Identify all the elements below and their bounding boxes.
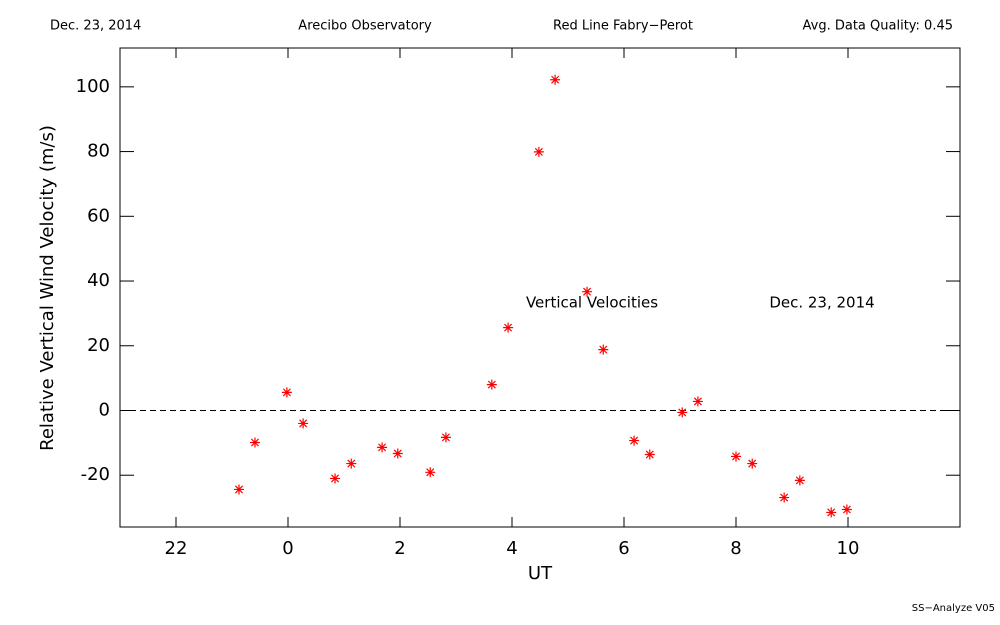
- point: [533, 146, 544, 157]
- point: [747, 458, 758, 469]
- x-tick-label: 8: [730, 538, 741, 559]
- header-instrument: Red Line Fabry−Perot: [553, 19, 693, 34]
- point: [644, 449, 655, 460]
- point: [826, 507, 837, 518]
- y-tick-label: 100: [76, 76, 110, 97]
- point: [677, 407, 688, 418]
- point: [440, 432, 451, 443]
- x-tick-label: 4: [506, 538, 517, 559]
- y-tick-label: 60: [87, 205, 110, 226]
- point: [234, 484, 244, 495]
- point: [346, 458, 357, 469]
- point: [731, 451, 741, 462]
- point: [503, 322, 514, 333]
- y-tick-label: -20: [81, 464, 110, 485]
- footer: SS−Analyze V05: [912, 603, 995, 614]
- annotation: Dec. 23, 2014: [769, 294, 874, 312]
- point: [779, 492, 790, 503]
- x-tick-label: 0: [282, 538, 293, 559]
- point: [249, 437, 260, 448]
- point: [330, 473, 341, 484]
- point: [794, 475, 805, 486]
- point: [377, 442, 388, 453]
- y-tick-label: 80: [87, 141, 110, 162]
- point: [692, 396, 703, 407]
- y-tick-label: 0: [99, 399, 110, 420]
- point: [281, 387, 292, 398]
- point: [598, 344, 609, 355]
- annotation: Vertical Velocities: [526, 294, 658, 312]
- x-tick-label: 22: [165, 538, 188, 559]
- x-tick-label: 2: [394, 538, 405, 559]
- point: [629, 435, 640, 446]
- point: [550, 74, 561, 85]
- header-date: Dec. 23, 2014: [50, 19, 141, 34]
- point: [582, 286, 593, 297]
- header-quality: Avg. Data Quality: 0.45: [803, 19, 953, 34]
- point: [298, 418, 309, 429]
- x-tick-label: 6: [618, 538, 629, 559]
- x-tick-label: 10: [837, 538, 860, 559]
- point: [486, 379, 497, 390]
- point: [841, 504, 852, 515]
- plot-frame: [119, 47, 961, 528]
- x-axis-label: UT: [528, 563, 553, 584]
- y-tick-label: 20: [87, 335, 110, 356]
- point: [425, 467, 436, 478]
- y-tick-label: 40: [87, 270, 110, 291]
- y-axis-label: Relative Vertical Wind Velocity (m/s): [37, 125, 58, 451]
- point: [392, 448, 403, 459]
- header-site: Arecibo Observatory: [298, 19, 432, 34]
